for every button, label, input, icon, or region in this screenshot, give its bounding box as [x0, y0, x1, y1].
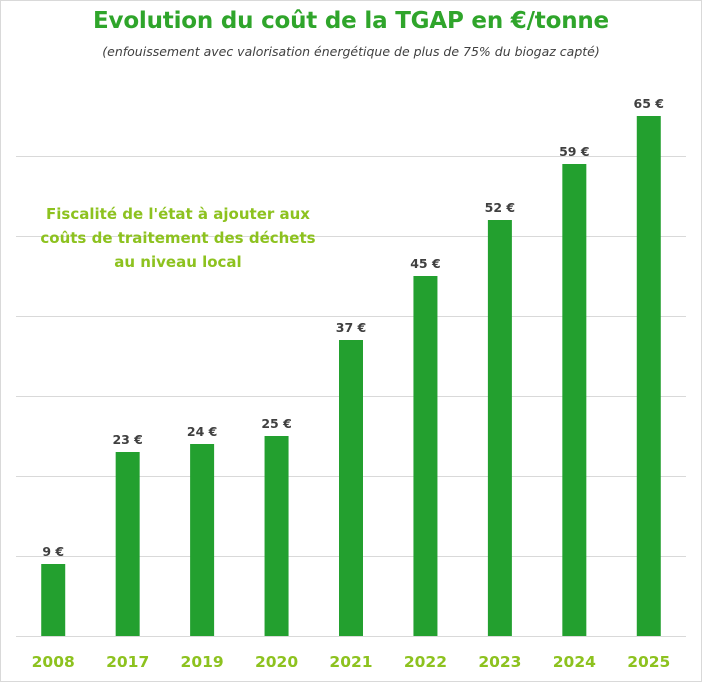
x-tick-label-2017: 2017 [106, 653, 149, 671]
bar-2008 [41, 564, 66, 636]
bars [41, 116, 661, 636]
x-tick-label-2022: 2022 [404, 653, 447, 671]
bar-2024 [562, 164, 587, 636]
data-labels: 9 € 23 € 24 € 25 € 37 € 45 € 52 € 59 € 65 € [42, 96, 664, 559]
x-tick-label-2008: 2008 [32, 653, 75, 671]
x-tick-label-2025: 2025 [627, 653, 670, 671]
chart-title: Evolution du coût de la TGAP en €/tonne [93, 8, 609, 34]
x-tick-label-2021: 2021 [329, 653, 372, 671]
bar-2017 [115, 452, 140, 636]
bar-2019 [190, 444, 215, 636]
bar-2023 [487, 220, 512, 636]
x-tick-label-2023: 2023 [478, 653, 521, 671]
data-label-2020: 25 € [261, 416, 291, 431]
data-label-2022: 45 € [410, 256, 440, 271]
chart-subtitle: (enfouissement avec valorisation énergét… [102, 44, 600, 59]
data-label-2017: 23 € [112, 432, 142, 447]
bar-2022 [413, 276, 438, 636]
data-label-2025: 65 € [634, 96, 664, 111]
chart-annotation: Fiscalité de l'état à ajouter aux coûts … [40, 205, 316, 271]
bar-2021 [339, 340, 363, 636]
x-tick-label-2019: 2019 [181, 653, 224, 671]
data-label-2019: 24 € [187, 424, 217, 439]
x-tick-label-2024: 2024 [553, 653, 596, 671]
bar-2025 [636, 116, 661, 636]
data-label-2008: 9 € [42, 544, 64, 559]
data-label-2024: 59 € [559, 144, 589, 159]
x-axis-ticks: 2008 2017 2019 2020 2021 2022 2023 2024 2025 [32, 653, 671, 671]
data-label-2023: 52 € [485, 200, 515, 215]
bar-2020 [264, 436, 289, 636]
x-tick-label-2020: 2020 [255, 653, 298, 671]
data-label-2021: 37 € [336, 320, 366, 335]
